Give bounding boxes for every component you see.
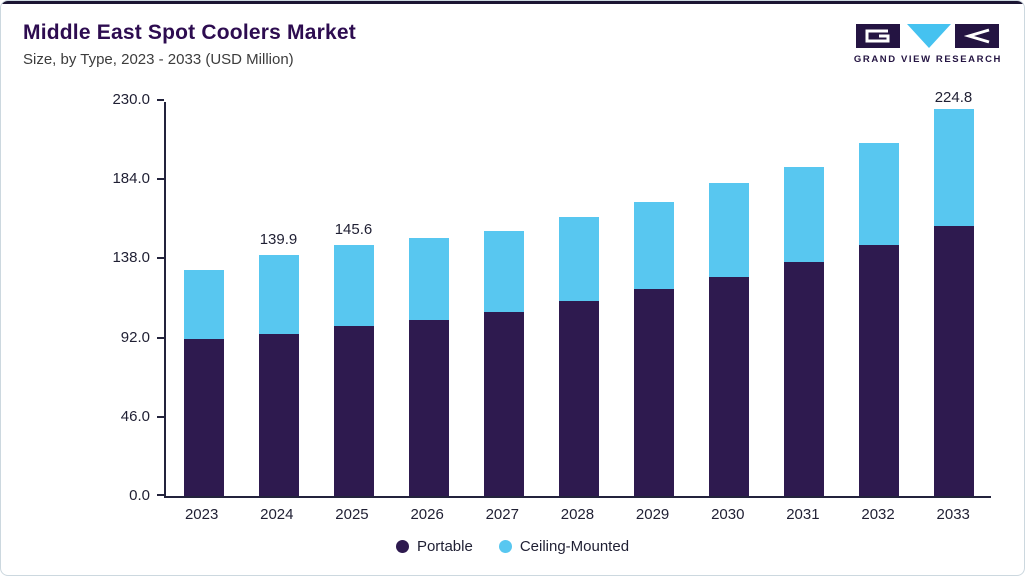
legend-item-portable: Portable	[395, 538, 473, 555]
bar-column-2026	[391, 102, 466, 496]
bar-stack-2024	[258, 255, 299, 496]
bar-column-2025: 145.6	[316, 102, 391, 496]
y-tick-label: 0.0	[129, 487, 150, 504]
bar-value-label: 224.8	[934, 88, 973, 106]
bar-column-2031	[766, 102, 841, 496]
bar-column-2032	[841, 102, 916, 496]
chart-subtitle: Size, by Type, 2023 - 2033 (USD Million)	[23, 51, 294, 68]
y-tick-mark	[157, 257, 164, 260]
bar-stack-2027	[483, 230, 524, 496]
x-tick-label-2024: 2024	[260, 506, 294, 523]
bar-2032-portable	[858, 244, 899, 496]
bar-2023-ceiling-mounted	[183, 270, 224, 340]
bar-stack-2029	[633, 201, 674, 496]
bar-2025-ceiling-mounted	[333, 245, 374, 327]
y-tick-label: 138.0	[112, 249, 150, 267]
y-tick-label: 92.0	[120, 328, 150, 346]
top-accent-line	[1, 1, 1024, 4]
bars-row: 139.9 145.6 224.8	[166, 89, 991, 496]
bar-2026-ceiling-mounted	[408, 237, 449, 320]
bar-2028-portable	[558, 301, 599, 496]
bar-stack-2023	[183, 270, 224, 496]
bar-column-2023	[166, 102, 241, 496]
y-tick-mark	[157, 494, 164, 496]
bar-column-2029	[616, 102, 691, 496]
plot-area: 139.9 145.6 224.8 0.0 46.0 92.0 138.0 184.0 230…	[112, 89, 991, 504]
bar-2033-ceiling-mounted	[933, 108, 974, 226]
x-axis-labels: 2023 2024 2025 2026 2027 2028 2029 2030 2031 2032…	[164, 506, 991, 523]
y-tick-mark	[157, 99, 164, 101]
bar-2026-portable	[408, 319, 449, 496]
y-tick-mark	[157, 336, 164, 339]
bar-stack-2031	[783, 167, 824, 496]
bar-column-2030	[691, 102, 766, 496]
y-tick-label: 46.0	[120, 407, 150, 425]
y-tick-mark	[157, 178, 164, 181]
chart-title: Middle East Spot Coolers Market	[23, 21, 356, 44]
y-tick-mark	[157, 415, 164, 418]
x-tick-label-2025: 2025	[335, 506, 369, 523]
x-tick-label-2026: 2026	[410, 506, 444, 523]
bar-value-label: 139.9	[259, 231, 298, 249]
bar-stack-2026	[408, 237, 449, 496]
legend-label: Ceiling-Mounted	[519, 538, 630, 555]
bar-2028-ceiling-mounted	[558, 217, 599, 302]
y-tick-label: 184.0	[112, 170, 150, 188]
bar-stack-2032	[858, 143, 899, 496]
bar-2030-portable	[708, 277, 749, 496]
bar-2025-portable	[333, 326, 374, 496]
bar-column-2028	[541, 102, 616, 496]
bar-2032-ceiling-mounted	[858, 143, 899, 245]
legend-swatch	[395, 540, 409, 553]
y-tick-label: 230.0	[112, 91, 150, 108]
bar-2027-portable	[483, 311, 524, 496]
x-tick-label-2027: 2027	[485, 506, 519, 523]
gvr-logo: GRAND VIEW RESEARCH	[854, 21, 1002, 65]
bar-stack-2028	[558, 217, 599, 496]
bar-2024-ceiling-mounted	[258, 255, 299, 335]
bar-2031-ceiling-mounted	[783, 167, 824, 262]
bar-value-label: 145.6	[334, 221, 373, 239]
bar-2024-portable	[258, 334, 299, 496]
bar-2029-ceiling-mounted	[633, 201, 674, 290]
x-tick-label-2031: 2031	[786, 506, 820, 523]
x-tick-label-2023: 2023	[184, 506, 219, 523]
bar-column-2027	[466, 102, 541, 496]
title-block: Middle East Spot Coolers Market Size, by…	[23, 21, 356, 68]
bar-2027-ceiling-mounted	[483, 230, 524, 312]
bar-stack-2030	[708, 182, 749, 496]
bar-column-2033: 224.8	[916, 89, 991, 496]
legend: Portable Ceiling-Mounted	[1, 538, 1024, 555]
legend-label: Portable	[416, 538, 473, 555]
x-tick-label-2028: 2028	[560, 506, 595, 523]
chart-header: Middle East Spot Coolers Market Size, by…	[23, 21, 1002, 68]
bar-2029-portable	[633, 289, 674, 496]
bar-stack-2025	[333, 245, 374, 496]
bar-2033-portable	[933, 225, 974, 496]
bar-stack-2033	[933, 108, 974, 496]
bar-2031-portable	[783, 261, 824, 496]
x-tick-label-2029: 2029	[635, 506, 670, 523]
x-tick-label-2030: 2030	[711, 506, 745, 523]
bar-column-2024: 139.9	[241, 102, 316, 496]
x-tick-label-2032: 2032	[861, 506, 895, 523]
bar-2030-ceiling-mounted	[708, 182, 749, 278]
gvr-logo-mark	[856, 24, 1000, 48]
gvr-logo-text: GRAND VIEW RESEARCH	[853, 54, 1002, 65]
x-tick-label-2033: 2033	[936, 506, 970, 523]
bar-2023-portable	[183, 339, 224, 496]
legend-swatch	[498, 540, 512, 553]
legend-item-ceiling-mounted: Ceiling-Mounted	[498, 538, 630, 555]
